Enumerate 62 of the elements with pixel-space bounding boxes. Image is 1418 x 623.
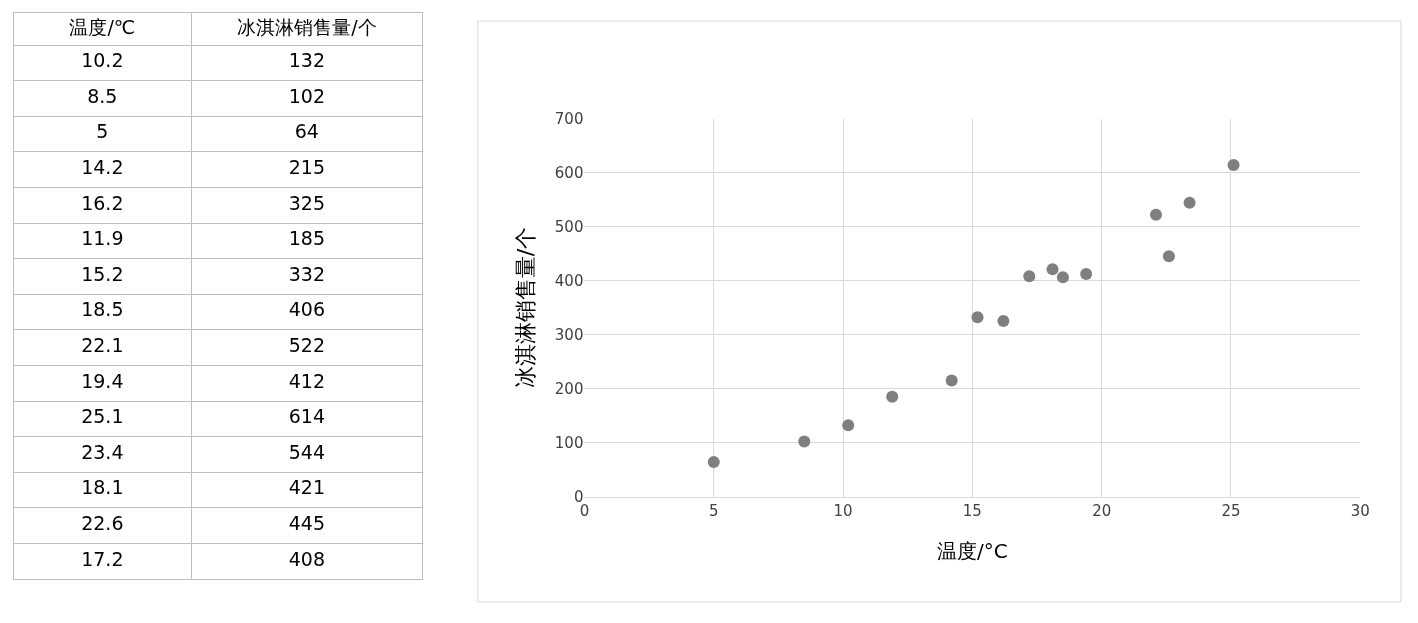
y-tick-label: 300 [554,325,584,344]
point [997,315,1010,328]
text: 406 [288,298,325,321]
text: 522 [288,334,325,357]
point [1149,208,1162,221]
text: 412 [288,369,325,392]
text: 25.1 [81,405,124,428]
point [1056,271,1069,284]
text: 11.9 [81,227,124,250]
x-tick-label: 10 [833,501,853,520]
x-tick-label: 25 [1221,501,1241,520]
point [798,435,811,448]
text: 185 [288,227,325,250]
text: 421 [288,476,325,499]
y-tick-label: 200 [554,379,584,398]
text: 408 [288,547,325,570]
text: 22.6 [81,512,124,535]
point [842,419,855,432]
text: 8.5 [87,84,118,107]
text: 544 [288,440,325,463]
text: 22.1 [81,334,124,357]
text: 445 [288,512,325,535]
y-tick-label: 700 [554,109,584,128]
point [1046,263,1059,276]
x-axis-title: 温度/°C [937,539,1008,564]
x-tick-label: 30 [1350,501,1370,520]
text: 17.2 [81,547,124,570]
point [1183,196,1196,209]
x-tick-label: 15 [962,501,982,520]
text: 614 [288,405,325,428]
point [945,374,958,387]
text: 332 [288,262,325,285]
text: 64 [294,120,319,143]
point [707,456,720,469]
text: 16.2 [81,191,124,214]
text: 102 [288,84,325,107]
text: 19.4 [81,369,124,392]
text: 14.2 [81,156,124,179]
point [1162,250,1175,263]
point [1080,268,1093,281]
text: 15.2 [81,262,124,285]
point [1227,158,1240,171]
text: 5 [96,120,109,143]
text: 18.1 [81,476,124,499]
category-label: 温度/℃ [69,16,136,39]
y-tick-label: 400 [554,271,584,290]
text: 10.2 [81,49,124,72]
text: 215 [288,156,325,179]
text: 23.4 [81,440,124,463]
point [886,390,899,403]
text: 325 [288,191,325,214]
y-tick-label: 500 [554,217,584,236]
y-axis-title: 冰淇淋销售量/个 [512,226,538,389]
y-tick-label: 600 [554,163,584,182]
text: 18.5 [81,298,124,321]
x-tick-label: 5 [708,501,719,520]
point [1023,270,1036,283]
x-tick-label: 20 [1092,501,1112,520]
y-tick-label: 100 [554,433,584,452]
point [971,311,984,324]
category-label: 冰淇淋销售量/个 [237,16,377,39]
text: 132 [288,49,325,72]
